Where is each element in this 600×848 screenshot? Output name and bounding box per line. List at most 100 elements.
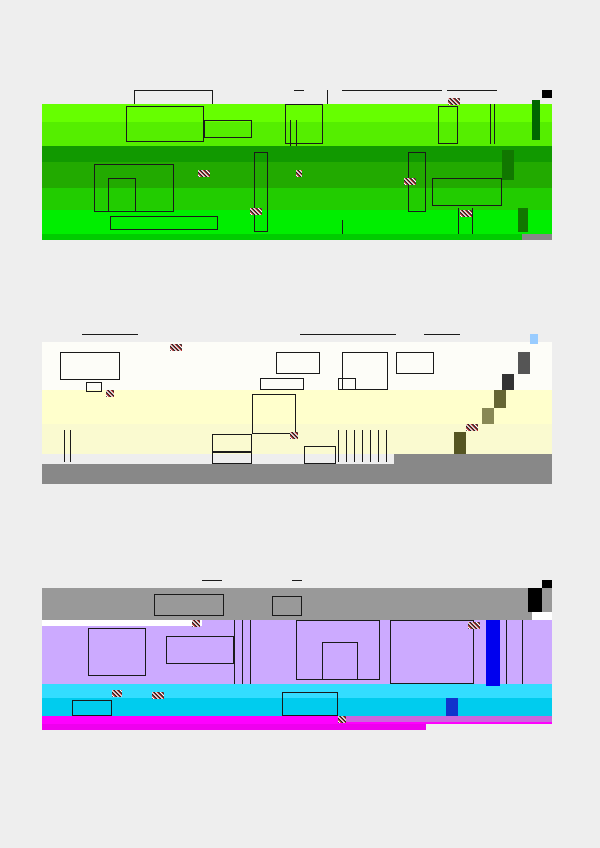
tick-mark — [378, 430, 379, 462]
tick-mark — [370, 430, 371, 462]
box-outline — [212, 434, 252, 464]
panel-edge-line — [327, 90, 328, 104]
lavender-band — [42, 620, 552, 684]
white-gap — [42, 620, 202, 626]
box-outline — [254, 152, 268, 232]
render-artifact — [250, 208, 262, 215]
render-artifact — [404, 178, 416, 185]
gray-band — [394, 454, 552, 464]
blue-chip — [446, 698, 458, 716]
blue-stripe — [486, 620, 500, 686]
box-outline — [338, 378, 356, 390]
corner-block — [542, 90, 552, 98]
tick-mark — [490, 104, 491, 144]
olive-block — [482, 408, 494, 424]
panel-edge-line — [300, 334, 396, 335]
dark-column — [532, 100, 540, 140]
box-outline — [396, 352, 434, 374]
box-outline — [204, 120, 252, 138]
box-outline — [72, 700, 112, 716]
render-artifact — [198, 170, 210, 177]
olive-block — [518, 352, 530, 374]
box-outline — [272, 596, 302, 616]
box-outline — [342, 352, 388, 390]
green-band — [42, 234, 552, 240]
box-outline — [108, 178, 136, 212]
cream-panel — [42, 334, 552, 484]
panel-edge-line — [212, 90, 213, 104]
panel-edge-line — [82, 334, 138, 335]
box-outline — [110, 216, 218, 230]
tick-mark — [342, 220, 343, 234]
white-band — [42, 342, 552, 390]
panel-edge-line — [294, 90, 304, 91]
tick-mark — [494, 104, 495, 144]
box-outline — [282, 692, 338, 716]
underline — [212, 451, 252, 453]
render-artifact — [192, 620, 200, 627]
box-outline — [154, 594, 224, 616]
box-outline — [260, 378, 304, 390]
tick-mark — [64, 430, 65, 462]
box-outline — [438, 106, 458, 144]
cyan-band — [42, 698, 552, 716]
box-outline — [276, 352, 320, 374]
tick-mark — [506, 620, 507, 684]
box-outline — [126, 106, 204, 142]
render-artifact — [466, 424, 478, 431]
box-outline — [166, 636, 234, 664]
green-panel — [42, 90, 552, 240]
tick-mark — [250, 620, 251, 684]
green-band — [42, 122, 552, 146]
panel-edge-line — [134, 90, 212, 91]
tick-mark — [338, 430, 339, 462]
green-band — [42, 146, 552, 162]
panel-edge-line — [447, 90, 497, 91]
panel-edge-line — [134, 90, 135, 104]
panel-edge-line — [292, 580, 302, 581]
box-outline — [252, 394, 296, 434]
tick-mark — [458, 208, 459, 234]
tick-mark — [346, 430, 347, 462]
black-chip — [528, 588, 542, 612]
gray-band — [42, 588, 552, 620]
box-outline — [60, 352, 120, 380]
dark-column — [502, 150, 514, 180]
lavender-panel — [42, 580, 552, 730]
box-outline — [432, 178, 502, 206]
tick-mark — [296, 120, 297, 146]
magenta-band — [42, 716, 552, 724]
box-outline — [88, 628, 146, 676]
tick-mark — [362, 430, 363, 462]
panel-edge-line — [424, 334, 460, 335]
gray-band — [42, 464, 552, 484]
magenta-band — [42, 724, 426, 730]
green-band — [42, 188, 552, 210]
cyan-band — [42, 684, 552, 698]
white-chip — [532, 612, 552, 620]
tick-mark — [472, 208, 473, 234]
panel-edge-line — [342, 90, 442, 91]
tick-mark — [354, 430, 355, 462]
box-outline — [390, 620, 474, 684]
render-artifact — [290, 432, 298, 439]
render-artifact — [296, 170, 302, 177]
corner-block — [542, 580, 552, 588]
render-artifact — [170, 344, 182, 351]
dark-column — [518, 208, 528, 232]
olive-block — [502, 374, 514, 390]
panel-edge-line — [202, 580, 222, 581]
render-artifact — [106, 390, 114, 397]
box-outline — [322, 642, 358, 680]
box-outline — [86, 382, 102, 392]
tick-mark — [522, 620, 523, 684]
tick-mark — [242, 620, 243, 684]
olive-block — [454, 432, 466, 454]
render-artifact — [112, 690, 122, 697]
green-band — [42, 104, 552, 122]
box-outline — [304, 446, 336, 464]
render-artifact — [338, 716, 346, 723]
render-artifact — [448, 98, 460, 105]
tick-mark — [234, 620, 235, 684]
render-artifact — [468, 622, 480, 629]
